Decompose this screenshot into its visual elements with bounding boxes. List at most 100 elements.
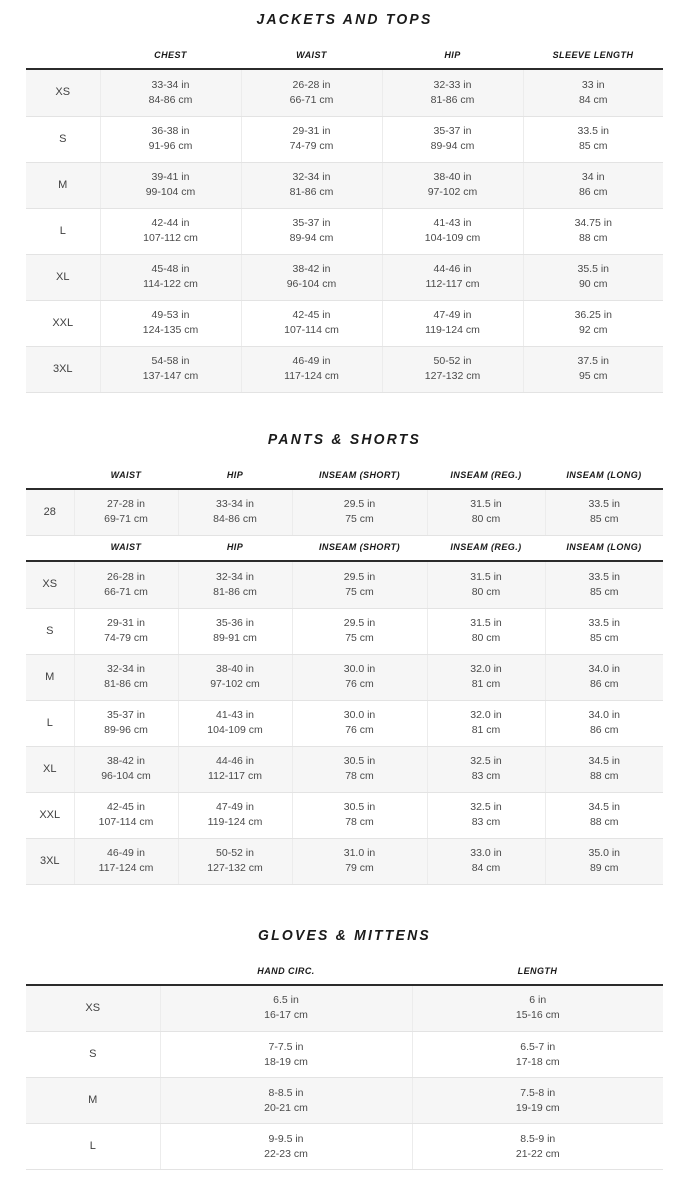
value-inches: 35.0 in: [588, 847, 621, 859]
value-cm: 112-117 cm: [208, 770, 262, 782]
row-cell: 44-46 in 112-117 cm: [178, 746, 293, 793]
value-cm: 96-104 cm: [101, 770, 151, 782]
value-cm: 74-79 cm: [289, 140, 334, 152]
row-cell: 32.5 in 83 cm: [427, 792, 546, 839]
value-inches: 37.5 in: [577, 355, 610, 367]
value-cm: 107-114 cm: [284, 324, 339, 336]
row-cell: 26-28 in 66-71 cm: [241, 70, 383, 117]
value-inches: 6.5-7 in: [520, 1040, 556, 1053]
row-size-label: L: [26, 700, 75, 747]
pants-repeat-col-waist: WAIST: [76, 535, 176, 560]
row-cell: 47-49 in 119-124 cm: [382, 300, 524, 347]
section-pants-title-wrap: PANTS & SHORTS: [0, 431, 689, 470]
row-cell: 42-44 in 107-112 cm: [100, 208, 242, 255]
value-cm: 85 cm: [578, 140, 608, 152]
value-cm: 114-122 cm: [143, 278, 198, 290]
value-inches: 38-42 in: [107, 755, 145, 767]
value-cm: 89-96 cm: [104, 724, 148, 736]
value-inches: 34.5 in: [588, 801, 621, 813]
value-cm: 86 cm: [589, 678, 619, 690]
value-inches: 29.5 in: [343, 617, 376, 629]
row-cell: 47-49 in 119-124 cm: [178, 792, 293, 839]
value-cm: 18-19 cm: [264, 1055, 308, 1068]
jackets-size-header: [28, 50, 98, 68]
value-inches: 34.5 in: [588, 755, 621, 767]
row-size-label: M: [26, 1077, 161, 1124]
row-cell: 33 in 84 cm: [523, 70, 663, 117]
value-cm: 22-23 cm: [264, 1147, 308, 1160]
value-inches: 35-37 in: [107, 709, 145, 721]
value-cm: 69-71 cm: [104, 513, 148, 526]
row-size-label: XS: [26, 70, 101, 117]
value-inches: 35-37 in: [433, 125, 472, 137]
value-inches: 32.5 in: [470, 755, 502, 767]
value-cm: 81 cm: [471, 724, 501, 736]
value-inches: 39-41 in: [151, 171, 190, 183]
row-cell: 42-45 in 107-114 cm: [241, 300, 383, 347]
table-row: 3XL 54-58 in 137-147 cm 46-49 in 117-124 c…: [26, 346, 663, 393]
table-row: S 36-38 in 91-96 cm 29-31 in 74-79 cm 35-3…: [26, 116, 663, 163]
value-cm: 85 cm: [589, 585, 619, 598]
row-cell: 31.0 in 79 cm: [292, 838, 428, 885]
value-inches: 38-42 in: [292, 263, 331, 275]
row-size-label: L: [26, 1123, 161, 1170]
value-cm: 78 cm: [345, 770, 374, 782]
value-inches: 33 in: [581, 78, 605, 91]
section-gloves-title-wrap: GLOVES & MITTENS: [0, 927, 689, 966]
value-cm: 75 cm: [345, 513, 374, 526]
value-cm: 124-135 cm: [142, 324, 199, 336]
value-inches: 46-49 in: [292, 355, 331, 367]
value-inches: 49-53 in: [151, 309, 190, 321]
value-inches: 26-28 in: [292, 78, 331, 91]
value-cm: 83 cm: [471, 816, 501, 828]
row-cell: 35-37 in 89-94 cm: [382, 116, 524, 163]
value-cm: 117-124 cm: [284, 370, 339, 382]
value-cm: 19-19 cm: [515, 1101, 560, 1114]
row-cell: 32-33 in 81-86 cm: [382, 70, 524, 117]
jackets-table-body: XS 33-34 in 84-86 cm 26-28 in 66-71 cm 32-…: [26, 70, 663, 393]
row-cell: 31.5 in 80 cm: [427, 489, 546, 536]
row-size-label: M: [26, 654, 75, 701]
value-cm: 15-16 cm: [515, 1009, 560, 1022]
value-inches: 41-43 in: [433, 217, 472, 229]
value-cm: 16-17 cm: [264, 1009, 308, 1022]
value-cm: 81-86 cm: [430, 93, 475, 106]
pants-col-waist: WAIST: [110, 469, 142, 481]
table-row: 28 27-28 in 69-71 cm 33-34 in 84-86 cm 29.…: [26, 489, 663, 536]
row-cell: 41-43 in 104-109 cm: [178, 700, 293, 747]
row-size-label: XL: [26, 254, 101, 301]
jackets-col-waist: WAIST: [296, 50, 327, 61]
value-inches: 29.5 in: [343, 498, 376, 511]
table-row: XS 33-34 in 84-86 cm 26-28 in 66-71 cm 32-…: [26, 70, 663, 117]
value-cm: 79 cm: [345, 862, 374, 874]
row-size-label: L: [26, 208, 101, 255]
row-cell: 38-40 in 97-102 cm: [382, 162, 524, 209]
value-inches: 36.25 in: [574, 309, 612, 321]
value-cm: 85 cm: [589, 513, 619, 526]
value-cm: 20-21 cm: [264, 1101, 308, 1114]
value-inches: 41-43 in: [216, 709, 254, 721]
value-inches: 32-34 in: [107, 663, 145, 675]
gloves-header-rule: [26, 983, 663, 986]
row-cell: 49-53 in 124-135 cm: [100, 300, 242, 347]
value-inches: 32.0 in: [470, 709, 502, 721]
row-cell: 29-31 in 74-79 cm: [241, 116, 383, 163]
row-size-label: S: [26, 1031, 161, 1078]
row-cell: 35-37 in 89-94 cm: [241, 208, 383, 255]
row-cell: 35-37 in 89-96 cm: [74, 700, 179, 747]
value-inches: 42-45 in: [292, 309, 331, 321]
value-cm: 74-79 cm: [104, 632, 148, 644]
row-cell: 8-8.5 in 20-21 cm: [160, 1077, 413, 1124]
table-row: XXL 49-53 in 124-135 cm 42-45 in 107-114 c…: [26, 300, 663, 347]
row-cell: 31.5 in 80 cm: [427, 562, 546, 609]
row-cell: 33.5 in 85 cm: [545, 489, 663, 536]
value-cm: 104-109 cm: [207, 724, 263, 736]
row-size-label: S: [26, 608, 75, 655]
value-cm: 91-96 cm: [148, 140, 193, 152]
row-cell: 38-42 in 96-104 cm: [74, 746, 179, 793]
row-cell: 35.0 in 89 cm: [545, 838, 663, 885]
row-cell: 34 in 86 cm: [523, 162, 663, 209]
table-row: M 8-8.5 in 20-21 cm 7.5-8 in 19-19 cm: [26, 1077, 663, 1124]
pants-repeat-col-inseam-short: INSEAM (SHORT): [295, 535, 424, 560]
row-cell: 36-38 in 91-96 cm: [100, 116, 242, 163]
